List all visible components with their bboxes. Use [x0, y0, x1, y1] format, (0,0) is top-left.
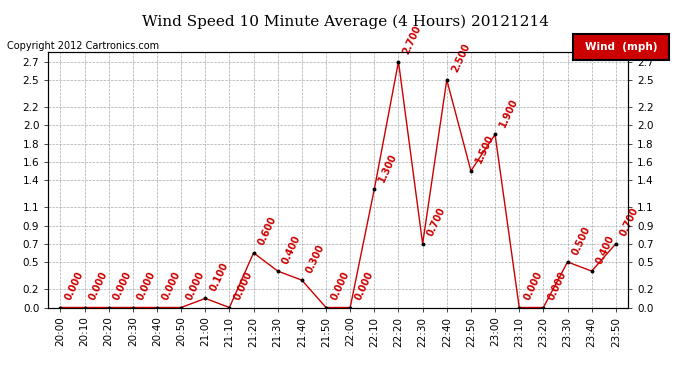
Point: [466, 168, 477, 174]
Point: [562, 259, 573, 265]
Text: 0.600: 0.600: [257, 215, 278, 247]
Point: [128, 304, 139, 310]
Text: 2.700: 2.700: [402, 24, 423, 56]
Text: 2.500: 2.500: [450, 42, 471, 74]
Text: Wind  (mph): Wind (mph): [584, 42, 658, 52]
Point: [417, 241, 428, 247]
Point: [345, 304, 356, 310]
Point: [611, 241, 622, 247]
Point: [273, 268, 284, 274]
Text: 1.300: 1.300: [377, 152, 399, 183]
Point: [55, 304, 66, 310]
Text: 0.000: 0.000: [112, 270, 133, 302]
Point: [393, 58, 404, 64]
Text: 0.000: 0.000: [353, 270, 375, 302]
Text: 0.500: 0.500: [571, 224, 592, 256]
Text: 0.400: 0.400: [281, 233, 302, 266]
Point: [490, 132, 501, 138]
Point: [514, 304, 525, 310]
Text: 1.500: 1.500: [474, 133, 495, 165]
Text: 0.000: 0.000: [522, 270, 544, 302]
Point: [152, 304, 163, 310]
Point: [586, 268, 598, 274]
Point: [321, 304, 332, 310]
Text: 0.300: 0.300: [305, 243, 326, 274]
Text: Copyright 2012 Cartronics.com: Copyright 2012 Cartronics.com: [7, 41, 159, 51]
Text: 0.100: 0.100: [208, 261, 230, 293]
Point: [538, 304, 549, 310]
Text: 0.700: 0.700: [426, 206, 447, 238]
Text: 0.400: 0.400: [595, 233, 616, 266]
Text: Wind Speed 10 Minute Average (4 Hours) 20121214: Wind Speed 10 Minute Average (4 Hours) 2…: [141, 15, 549, 29]
Point: [369, 186, 380, 192]
Point: [200, 296, 211, 302]
Text: 0.700: 0.700: [619, 206, 640, 238]
Point: [248, 250, 259, 256]
Text: 0.000: 0.000: [184, 270, 206, 302]
Point: [297, 277, 308, 283]
Point: [442, 77, 453, 83]
Text: 1.900: 1.900: [498, 97, 520, 129]
Text: 0.000: 0.000: [546, 270, 568, 302]
Text: 0.000: 0.000: [63, 270, 85, 302]
Text: 0.000: 0.000: [88, 270, 109, 302]
Text: 0.000: 0.000: [233, 270, 254, 302]
Point: [176, 304, 187, 310]
Text: 0.000: 0.000: [136, 270, 157, 302]
Text: 0.000: 0.000: [329, 270, 351, 302]
Point: [104, 304, 115, 310]
Point: [79, 304, 90, 310]
Text: 0.000: 0.000: [160, 270, 181, 302]
Point: [224, 304, 235, 310]
